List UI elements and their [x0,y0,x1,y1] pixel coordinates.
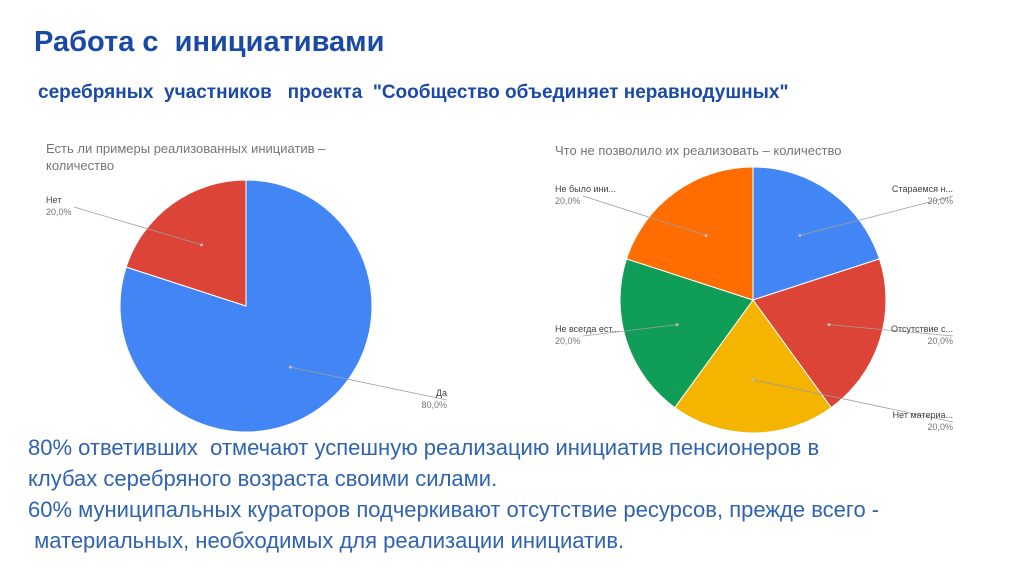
chart-2-label-2: Отсутствие с... [891,324,953,334]
chart-1-leader-dot-1 [288,365,292,369]
chart-1-label-1: Да [436,388,447,398]
chart-2-value-label-5: 20,0% [555,196,581,206]
chart-1-value-label-1: 80,0% [421,400,447,410]
chart-2-leader-dot-4 [675,323,679,327]
summary-line-4: материальных, необходимых для реализации… [28,528,625,553]
chart-2-leader-dot-3 [751,378,755,382]
chart-2-leader-2 [828,324,954,337]
chart-1-title: Есть ли примеры реализованных инициатив … [46,141,326,173]
summary-line-3: 60% муниципальных кураторов подчеркивают… [28,497,880,522]
chart-1-label-2: Нет [46,195,61,205]
page-subtitle: серебряных участников проекта "Сообществ… [38,82,789,103]
chart-1-slice-2 [125,179,247,307]
chart-1-leader-dot-2 [200,243,204,247]
chart-2-label-1: Стараемся н... [892,184,953,194]
chart-2-slice-4 [619,258,754,409]
chart-2-leader-3 [752,379,954,423]
chart-2-label-4: Не всегда ест... [555,324,619,334]
chart-2-value-label-2: 20,0% [927,336,953,346]
chart-2-title: Что не позволило их реализовать – количе… [555,143,842,158]
chart-2-leader-1 [799,195,954,236]
chart-2-value-label-4: 20,0% [555,336,581,346]
chart-2-leader-dot-1 [798,233,802,237]
chart-1-leader-1 [290,366,448,401]
chart-2-slice-5 [625,166,754,301]
chart-2-leader-dot-2 [827,323,831,327]
chart-1-value-label-2: 20,0% [46,207,72,217]
summary-line-2: клубах серебряного возраста своими силам… [28,466,498,491]
chart-2-leader-dot-5 [704,233,708,237]
chart-2-slice-2 [752,258,887,409]
chart-2-slice-3 [674,299,832,434]
chart-2-label-3: Нет материа... [893,410,953,420]
chart-2-leader-5 [582,195,707,236]
chart-1-leader-2 [73,206,202,246]
chart-2-slice-1 [752,166,881,301]
chart-2-value-label-1: 20,0% [927,196,953,206]
summary-line-1: 80% ответивших отмечают успешную реализа… [28,435,820,460]
chart-2-label-5: Не было ини... [555,184,616,194]
summary-text: 80% ответивших отмечают успешную реализа… [28,432,1008,556]
chart-2-value-label-3: 20,0% [927,422,953,432]
chart-2-leader-4 [582,324,678,337]
page-title: Работа с инициативами [34,26,385,58]
